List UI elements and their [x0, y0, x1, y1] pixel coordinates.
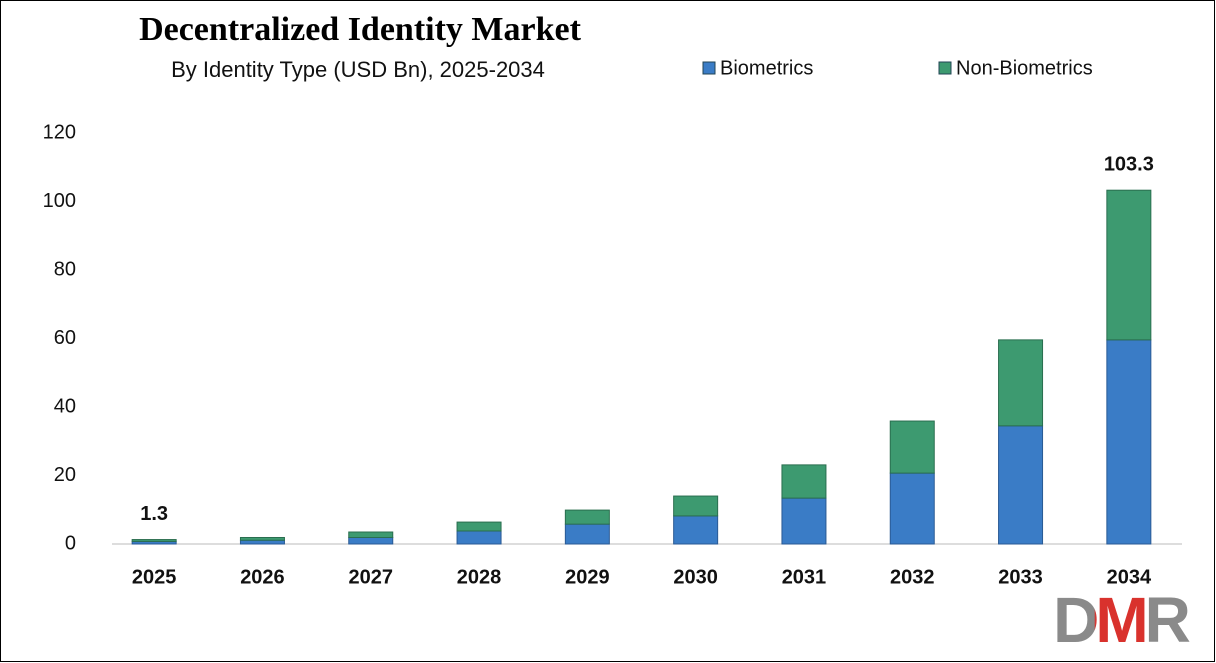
- x-tick-label: 2032: [890, 566, 935, 588]
- bar-segment: [673, 515, 719, 545]
- y-tick-label: 100: [43, 190, 76, 212]
- bar-segment: [673, 495, 719, 517]
- x-tick-label: 2026: [240, 566, 285, 588]
- bar-segment: [1106, 339, 1152, 545]
- logo: DMR: [1053, 584, 1190, 656]
- y-tick-label: 80: [54, 258, 76, 280]
- x-tick-label: 2033: [998, 566, 1043, 588]
- total-label: 103.3: [1104, 153, 1154, 175]
- bar-segment: [889, 420, 935, 474]
- bar-segment: [564, 523, 610, 545]
- bar-segment: [239, 539, 285, 545]
- chart-subtitle: By Identity Type (USD Bn), 2025-2034: [171, 57, 545, 82]
- legend-label: Biometrics: [720, 57, 813, 79]
- bar-segment: [1106, 189, 1152, 341]
- bar-segment: [998, 339, 1044, 427]
- x-tick-label: 2025: [132, 566, 177, 588]
- total-label: 1.3: [140, 503, 168, 525]
- bar-segment: [781, 497, 827, 545]
- bar-segment: [564, 509, 610, 525]
- x-tick-label: 2029: [565, 566, 610, 588]
- legend-swatch: [702, 61, 716, 75]
- x-tick-label: 2031: [782, 566, 827, 588]
- y-tick-label: 0: [65, 532, 76, 554]
- bar-segment: [781, 464, 827, 499]
- x-tick-label: 2027: [349, 566, 394, 588]
- y-tick-label: 20: [54, 464, 76, 486]
- bar-segment: [348, 531, 394, 538]
- bar-segment: [456, 521, 502, 532]
- bar-segment: [998, 425, 1044, 545]
- x-tick-label: 2034: [1107, 566, 1152, 588]
- y-tick-label: 40: [54, 395, 76, 417]
- bar-segment: [348, 536, 394, 545]
- y-tick-label: 60: [54, 327, 76, 349]
- bar-segment: [131, 539, 177, 542]
- y-tick-label: 120: [43, 121, 76, 143]
- legend-label: Non-Biometrics: [956, 57, 1093, 79]
- bar-segment: [456, 530, 502, 545]
- x-tick-label: 2028: [457, 566, 502, 588]
- bar-segment: [239, 536, 285, 541]
- chart-title: Decentralized Identity Market: [139, 11, 582, 48]
- x-tick-label: 2030: [673, 566, 718, 588]
- bar-segment: [889, 472, 935, 545]
- legend-swatch: [938, 61, 952, 75]
